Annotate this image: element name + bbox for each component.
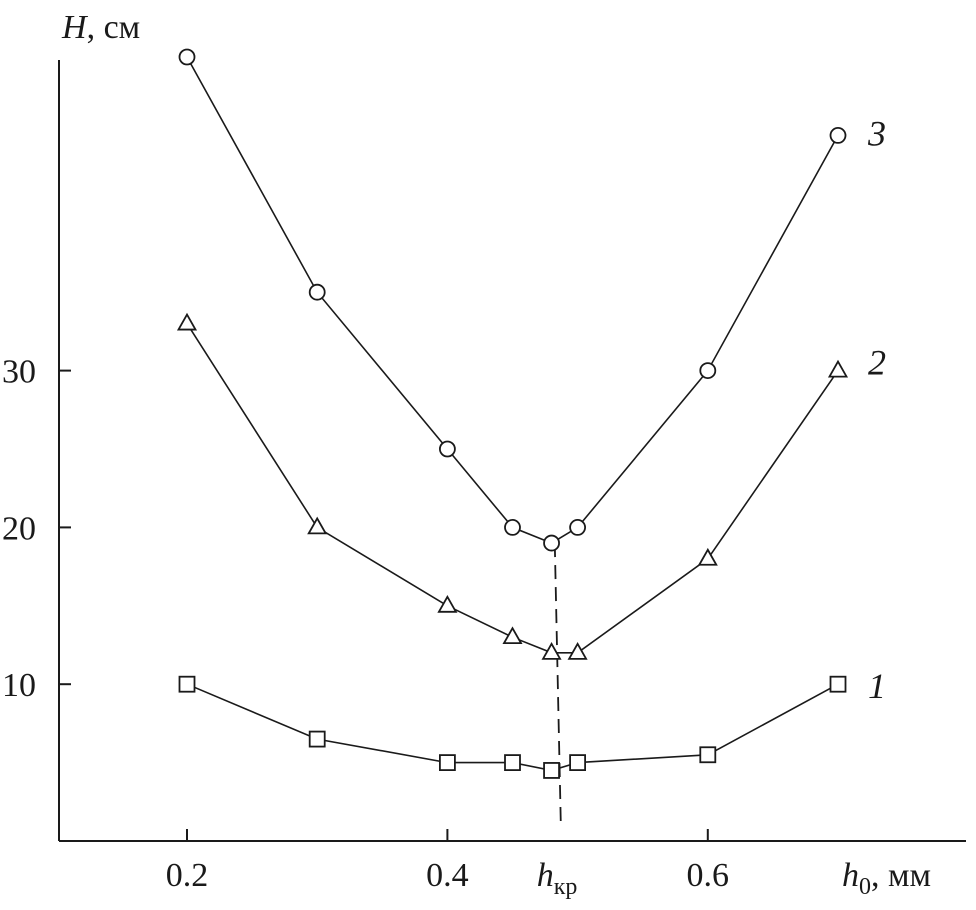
series-1-point-4 — [543, 762, 560, 779]
series-3-point-0 — [178, 48, 196, 66]
series-1-point-3 — [504, 754, 521, 771]
x-axis-ticks: 0.2 0.4 0.6 — [166, 829, 729, 894]
series-3-point-2 — [438, 440, 456, 458]
y-axis-symbol: H — [61, 9, 89, 46]
series-2-point-4 — [541, 642, 562, 660]
critical-label: hкр — [537, 857, 578, 900]
series-3-point-7 — [829, 126, 847, 144]
x-axis-symbol: h — [842, 857, 859, 894]
series-1-label: 1 — [868, 666, 886, 706]
series-1-point-0 — [178, 675, 196, 693]
critical-dashed-line — [553, 543, 562, 823]
series-1-point-2 — [438, 754, 456, 771]
series-2-line — [186, 323, 839, 654]
series-3-point-6 — [699, 362, 717, 380]
y-tick-label-0: 10 — [2, 667, 36, 704]
x-tick-label-0: 0.2 — [166, 857, 209, 894]
series-3-point-3 — [504, 519, 521, 536]
series-1-point-6 — [699, 746, 717, 764]
series-2-point-2 — [437, 594, 458, 613]
y-axis-ticks: 10 20 30 — [2, 354, 71, 704]
series-markers — [176, 48, 849, 779]
series-2-point-6 — [697, 547, 718, 566]
series-1-point-7 — [829, 675, 847, 693]
series-1-point-1 — [308, 730, 326, 748]
critical-label-symbol: h — [537, 857, 554, 894]
series-2-point-3 — [502, 626, 523, 645]
series-2-point-5 — [567, 642, 588, 660]
series-labels: 1 2 3 — [867, 113, 886, 706]
series-1-line — [186, 683, 839, 772]
x-tick-label-1: 0.4 — [426, 857, 469, 894]
series-2-label: 2 — [868, 343, 886, 383]
series-3-point-1 — [308, 283, 326, 301]
series-2-point-7 — [827, 359, 849, 378]
series-2-point-1 — [307, 516, 328, 535]
series-3-label: 3 — [867, 113, 886, 153]
x-axis-unit: , мм — [871, 857, 931, 894]
series-1-point-5 — [569, 754, 586, 771]
x-axis-title: h0, мм — [842, 857, 931, 900]
critical-label-subscript: кр — [554, 874, 578, 900]
critical-thickness-marker: hкр — [537, 543, 578, 900]
y-axis-title: H, см — [61, 9, 140, 46]
series-3-point-5 — [569, 519, 586, 536]
y-tick-label-1: 20 — [2, 510, 36, 547]
x-axis-subscript: 0 — [859, 874, 871, 900]
x-tick-label-2: 0.6 — [687, 857, 730, 894]
y-tick-label-2: 30 — [2, 354, 36, 391]
series-2-point-0 — [176, 312, 198, 331]
y-axis-unit: , см — [87, 9, 141, 46]
series-3-point-4 — [543, 534, 560, 552]
series-lines — [186, 56, 839, 772]
series-3-line — [186, 56, 839, 544]
